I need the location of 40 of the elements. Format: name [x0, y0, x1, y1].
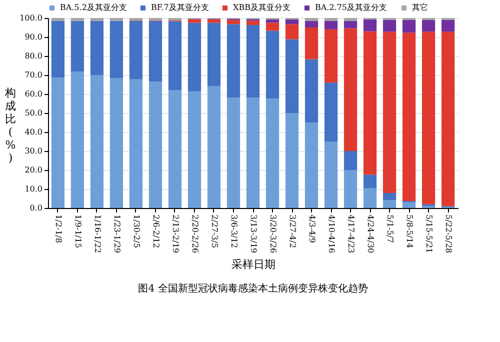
x-tick-label: 5/15-5/21	[424, 214, 434, 254]
caption: 图4 全国新型冠状病毒感染本土病例变异株变化趋势	[138, 282, 368, 295]
x-tick-label: 5/22-5/28	[444, 214, 454, 254]
x-tick-label: 4/17-4/23	[346, 214, 356, 254]
x-tick-label: 5/8-5/14	[405, 214, 414, 248]
y-tick-label: 70.0	[24, 70, 42, 80]
legend-label: BA.2.75及其亚分支	[315, 3, 388, 12]
x-tick-label: 3/6-3/12	[229, 214, 238, 248]
x-tick-label: 3/20-3/26	[268, 214, 278, 254]
y-tick-label: 10.0	[24, 184, 42, 194]
x-tick-label: 1/16-1/22	[92, 214, 102, 254]
legend-label: 其它	[412, 3, 428, 12]
x-axis-title: 采样日期	[232, 258, 276, 272]
y-tick-label: 50.0	[24, 108, 42, 118]
y-tick-label: 30.0	[24, 146, 42, 156]
x-tick-label: 4/10-4/16	[327, 214, 336, 254]
x-tick-label: 3/27-4/2	[288, 214, 298, 248]
x-tick-label: 5/1-5/7	[386, 214, 395, 243]
x-tick-label: 1/9-1/15	[73, 214, 82, 248]
legend-label: BA.5.2及其亚分支	[60, 3, 127, 12]
x-tick-label: 4/3-4/9	[308, 214, 317, 243]
x-tick-label: 2/20-2/26	[190, 214, 200, 254]
x-tick-label: 1/23-1/29	[112, 214, 122, 254]
x-tick-label: 1/30-2/5	[132, 214, 141, 248]
x-tick-label: 2/13-2/19	[170, 214, 180, 254]
x-tick-label: 2/27-3/5	[210, 214, 219, 248]
x-tick-label: 4/24-4/30	[366, 214, 376, 254]
y-axis-title: 构成比(%)	[4, 86, 16, 164]
x-tick-label: 2/6-2/12	[151, 214, 160, 248]
y-tick-label: 60.0	[24, 90, 42, 98]
legend-label: BF.7及其亚分支	[151, 3, 209, 12]
x-tick-label: 1/2-1/8	[54, 214, 63, 243]
y-tick-label: 40.0	[24, 128, 42, 136]
y-tick-label: 80.0	[24, 52, 42, 60]
y-tick-label: 20.0	[24, 166, 42, 174]
y-tick-label: 90.0	[24, 32, 42, 42]
legend-label: XBB及其亚分支	[233, 3, 290, 12]
y-tick-label: 100.0	[20, 14, 42, 22]
x-tick-label: 3/13-3/19	[249, 214, 258, 254]
y-tick-label: 0.0	[30, 204, 42, 212]
